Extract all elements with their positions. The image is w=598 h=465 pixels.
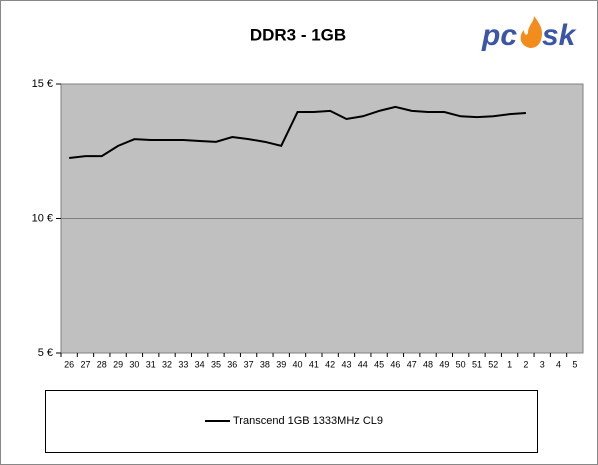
x-tick-label: 37 bbox=[244, 359, 254, 369]
x-tick-label: 4 bbox=[556, 359, 561, 369]
x-tick-label: 33 bbox=[178, 359, 188, 369]
legend-box bbox=[45, 390, 538, 453]
x-tick-label: 39 bbox=[276, 359, 286, 369]
x-tick-label: 27 bbox=[80, 359, 90, 369]
x-tick-label: 46 bbox=[390, 359, 400, 369]
y-tick-label: 15 € bbox=[32, 78, 53, 90]
x-tick-label: 32 bbox=[162, 359, 172, 369]
logo-text: pc bbox=[481, 19, 517, 52]
x-tick-label: 1 bbox=[507, 359, 512, 369]
x-tick-label: 41 bbox=[309, 359, 319, 369]
x-tick-label: 42 bbox=[325, 359, 335, 369]
x-tick-label: 2 bbox=[523, 359, 528, 369]
x-tick-label: 48 bbox=[423, 359, 433, 369]
chart-title: DDR3 - 1GB bbox=[250, 25, 346, 44]
x-tick-label: 47 bbox=[407, 359, 417, 369]
x-tick-label: 3 bbox=[540, 359, 545, 369]
y-tick-label: 10 € bbox=[32, 212, 53, 224]
x-tick-label: 40 bbox=[293, 359, 303, 369]
x-tick-label: 43 bbox=[341, 359, 351, 369]
series-line bbox=[69, 105, 526, 159]
logo-text: sk bbox=[542, 19, 577, 52]
x-tick-label: 51 bbox=[472, 359, 482, 369]
x-tick-label: 29 bbox=[113, 359, 123, 369]
logo: pc sk bbox=[481, 16, 577, 52]
x-tick-label: 45 bbox=[374, 359, 384, 369]
x-tick-label: 26 bbox=[64, 359, 74, 369]
logo-flame bbox=[520, 16, 543, 48]
x-tick-label: 38 bbox=[260, 359, 270, 369]
x-tick-label: 50 bbox=[456, 359, 466, 369]
x-tick-label: 34 bbox=[195, 359, 205, 369]
legend-label: Transcend 1GB 1333MHz CL9 bbox=[233, 415, 383, 427]
x-tick-label: 52 bbox=[488, 359, 498, 369]
y-tick-label: 5 € bbox=[38, 347, 53, 359]
x-tick-label: 31 bbox=[146, 359, 156, 369]
x-tick-label: 49 bbox=[439, 359, 449, 369]
x-tick-label: 28 bbox=[97, 359, 107, 369]
x-tick-label: 5 bbox=[572, 359, 577, 369]
x-tick-label: 44 bbox=[358, 359, 368, 369]
x-tick-label: 36 bbox=[227, 359, 237, 369]
x-tick-label: 30 bbox=[129, 359, 139, 369]
x-tick-label: 35 bbox=[211, 359, 221, 369]
